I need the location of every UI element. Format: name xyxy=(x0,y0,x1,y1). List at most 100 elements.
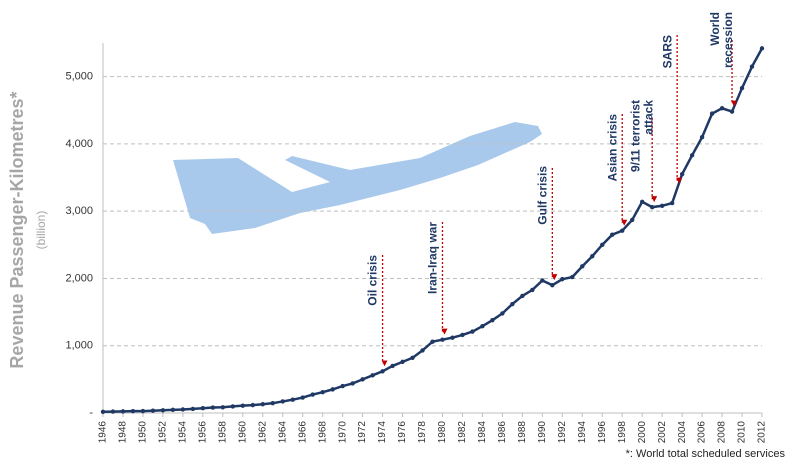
x-tick-label: 2012 xyxy=(757,421,768,444)
data-point xyxy=(270,400,275,406)
data-point xyxy=(370,373,375,378)
data-point xyxy=(150,408,156,413)
data-point xyxy=(679,171,685,177)
data-point xyxy=(310,392,315,397)
data-point xyxy=(380,369,385,374)
data-point xyxy=(540,278,545,283)
x-tick-label: 2010 xyxy=(737,421,748,444)
data-point xyxy=(739,85,745,91)
data-point xyxy=(470,329,475,334)
x-tick-label: 1970 xyxy=(337,421,348,444)
data-point xyxy=(510,301,515,307)
data-point xyxy=(560,276,565,282)
x-tick-label: 2008 xyxy=(717,421,728,444)
x-tick-label: 1962 xyxy=(257,421,268,444)
data-point xyxy=(590,254,595,259)
x-tick-label: 1978 xyxy=(417,421,428,444)
data-point xyxy=(719,106,725,111)
data-point xyxy=(350,381,355,386)
data-point xyxy=(490,317,495,323)
y-tick-label: 1,000 xyxy=(65,340,93,352)
x-tick-label: 1946 xyxy=(98,421,109,444)
data-point xyxy=(250,402,255,408)
data-point xyxy=(160,408,166,413)
x-tick-label: 2000 xyxy=(637,421,648,444)
y-tick-label: 3,000 xyxy=(65,205,93,217)
data-point xyxy=(669,200,675,206)
x-tick-label: 1994 xyxy=(577,421,588,444)
data-point xyxy=(300,395,305,400)
data-point xyxy=(629,217,635,223)
annotation-label: Gulf crisis xyxy=(535,166,549,225)
x-tick-label: 1990 xyxy=(537,421,548,444)
data-point xyxy=(610,232,615,237)
x-tick-label: 1974 xyxy=(377,421,388,444)
annotation-label: Asian crisis xyxy=(605,114,619,182)
data-point xyxy=(580,264,585,269)
x-tick-label: 1960 xyxy=(237,421,248,444)
data-point xyxy=(450,335,455,340)
data-point xyxy=(390,363,395,369)
data-point xyxy=(699,134,705,140)
footnote: *: World total scheduled services xyxy=(626,448,786,460)
data-point xyxy=(330,387,335,392)
y-tick-label: 4,000 xyxy=(65,138,93,150)
data-point xyxy=(140,408,146,414)
data-point xyxy=(639,199,645,204)
y-tick-label: 5,000 xyxy=(65,71,93,83)
x-tick-label: 1988 xyxy=(517,421,528,444)
data-point xyxy=(220,405,226,410)
y-tick-label: - xyxy=(89,407,93,419)
data-point xyxy=(190,406,196,412)
data-point xyxy=(600,242,605,248)
data-point xyxy=(430,339,435,344)
data-point xyxy=(120,409,126,414)
x-tick-label: 1952 xyxy=(158,421,169,444)
data-point xyxy=(360,377,365,382)
annotation-label: SARS xyxy=(660,35,674,68)
x-tick-label: 1984 xyxy=(477,421,488,444)
x-tick-label: 1982 xyxy=(457,421,468,444)
annotation-label: 9/11 terrorist xyxy=(628,100,642,172)
annotation-label: attack xyxy=(641,100,655,135)
x-tick-label: 1950 xyxy=(138,421,149,444)
data-point xyxy=(200,406,206,411)
x-tick-label: 1966 xyxy=(297,421,308,444)
x-tick-label: 2006 xyxy=(697,421,708,444)
data-point xyxy=(320,390,325,395)
x-tick-label: 1954 xyxy=(178,421,189,444)
annotation-label: Iran-Iraq war xyxy=(426,222,440,294)
data-point xyxy=(410,355,415,361)
x-tick-label: 1992 xyxy=(557,421,568,444)
data-point xyxy=(620,228,625,233)
data-point xyxy=(440,337,445,342)
data-point xyxy=(290,397,295,402)
x-tick-label: 1956 xyxy=(197,421,208,444)
x-tick-label: 1972 xyxy=(357,421,368,444)
x-tick-label: 1980 xyxy=(437,421,448,444)
x-tick-label: 1996 xyxy=(597,421,608,444)
x-tick-label: 1998 xyxy=(617,421,628,444)
data-point xyxy=(749,64,755,69)
x-tick-label: 2002 xyxy=(657,421,668,444)
data-point xyxy=(230,404,236,409)
data-point xyxy=(709,111,715,116)
data-point xyxy=(170,407,176,413)
y-axis-unit: (billion) xyxy=(34,211,48,250)
data-point xyxy=(520,293,525,299)
data-point xyxy=(340,383,345,389)
data-point xyxy=(130,408,136,414)
data-point xyxy=(280,399,285,404)
data-point xyxy=(240,403,245,408)
data-point xyxy=(480,324,485,329)
data-point xyxy=(400,359,405,365)
data-point xyxy=(110,409,116,414)
data-point xyxy=(689,153,695,158)
data-point xyxy=(570,274,575,280)
data-point xyxy=(460,332,465,338)
data-point xyxy=(530,287,535,293)
x-tick-label: 1968 xyxy=(317,421,328,444)
data-point xyxy=(500,311,505,316)
airplane-illustration xyxy=(173,122,542,234)
annotation-label: Oil crisis xyxy=(366,255,380,306)
